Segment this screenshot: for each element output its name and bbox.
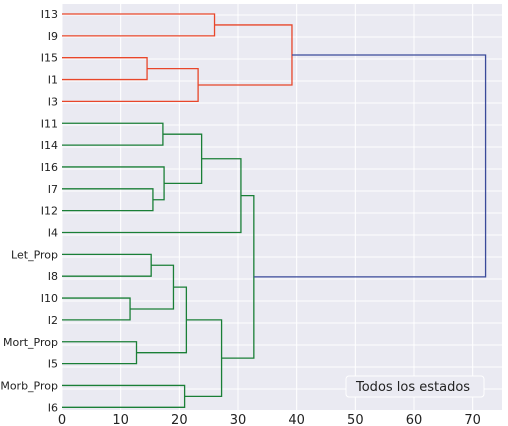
leaf-label: I6 — [48, 401, 58, 414]
leaf-label: I7 — [48, 183, 58, 196]
leaf-label: I3 — [48, 95, 58, 108]
annotation-background — [345, 375, 485, 398]
x-tick-label: 10 — [112, 413, 129, 426]
dendrogram-link — [136, 286, 188, 354]
leaf-label: I9 — [48, 30, 58, 43]
x-axis-ticks: 0 10 20 30 40 50 60 70 — [58, 413, 481, 426]
leaf-label: I14 — [41, 139, 58, 152]
leaf-label: I15 — [41, 52, 58, 65]
leaf-label: I10 — [41, 292, 58, 305]
leaf-label: I1 — [48, 74, 58, 87]
dendrogram-link — [62, 158, 242, 234]
dendrogram-link — [184, 319, 223, 398]
leaf-label: I11 — [41, 117, 58, 130]
x-tick-label: 20 — [171, 413, 188, 426]
leaf-label: Mort_Prop — [3, 336, 58, 349]
leaf-label: Let_Prop — [11, 248, 58, 261]
dendrogram-link — [62, 297, 131, 321]
leaf-label: Morb_Prop — [0, 379, 58, 392]
grid-lines — [61, 4, 502, 410]
leaf-labels: I13 I9 I15 I1 I3 I11 I14 I16 I7 I12 I4 Let_Prop I8 I1… — [0, 8, 58, 414]
x-tick-label: 70 — [464, 413, 481, 426]
dendrogram-link — [62, 384, 186, 408]
dendrogram-link — [62, 253, 152, 277]
leaf-label: I2 — [48, 314, 58, 327]
dendrogram-link — [62, 13, 216, 37]
x-tick-label: 40 — [288, 413, 305, 426]
plot-background — [62, 4, 502, 410]
leaf-label: I13 — [41, 8, 58, 21]
leaf-label: I4 — [48, 227, 58, 240]
x-tick-label: 60 — [406, 413, 423, 426]
annotation-box: Todos los estados — [345, 375, 485, 398]
dendrogram-link — [198, 24, 293, 86]
dendrogram-links — [62, 13, 487, 408]
dendrogram-link — [253, 54, 487, 278]
x-tick-label: 30 — [230, 413, 247, 426]
leaf-label: I16 — [41, 161, 58, 174]
leaf-label: I5 — [48, 358, 58, 371]
x-tick-label: 0 — [58, 413, 66, 426]
dendrogram-link — [62, 188, 154, 212]
x-tick-label: 50 — [347, 413, 364, 426]
annotation-text: Todos los estados — [355, 380, 470, 395]
leaf-label: I12 — [41, 205, 58, 218]
leaf-label: I8 — [48, 270, 58, 283]
